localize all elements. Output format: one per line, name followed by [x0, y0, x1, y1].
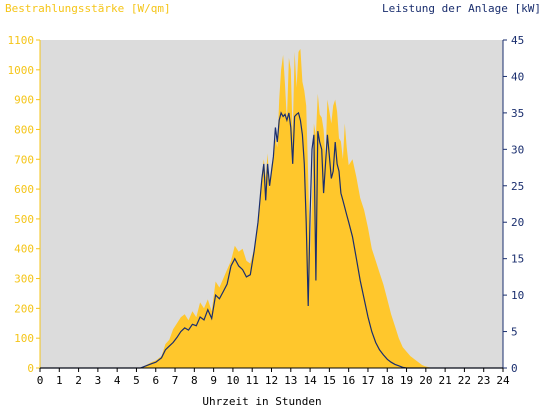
left-axis-title: Bestrahlungsstärke [W/qm]	[5, 2, 171, 15]
left-tick-label: 1000	[8, 64, 35, 77]
x-tick-label: 14	[303, 374, 317, 387]
right-tick-label: 40	[511, 70, 524, 83]
x-tick-label: 0	[37, 374, 44, 387]
x-tick-label: 2	[75, 374, 82, 387]
x-tick-label: 21	[439, 374, 452, 387]
x-tick-label: 17	[361, 374, 374, 387]
x-tick-label: 24	[496, 374, 510, 387]
right-tick-label: 0	[511, 362, 518, 375]
left-tick-label: 1100	[8, 34, 35, 47]
right-tick-label: 10	[511, 289, 524, 302]
left-tick-label: 400	[14, 243, 34, 256]
right-tick-label: 5	[511, 326, 518, 339]
left-tick-label: 100	[14, 332, 34, 345]
right-tick-label: 20	[511, 216, 524, 229]
x-tick-label: 7	[172, 374, 179, 387]
x-tick-label: 13	[284, 374, 297, 387]
right-tick-label: 15	[511, 253, 524, 266]
x-tick-label: 1	[56, 374, 63, 387]
power-line	[40, 111, 503, 369]
x-tick-label: 15	[323, 374, 336, 387]
x-tick-label: 18	[381, 374, 394, 387]
x-tick-label: 12	[265, 374, 278, 387]
x-tick-label: 4	[114, 374, 121, 387]
left-tick-label: 300	[14, 273, 34, 286]
left-tick-label: 600	[14, 183, 34, 196]
x-tick-label: 22	[458, 374, 471, 387]
left-tick-label: 0	[27, 362, 34, 375]
x-tick-label: 8	[191, 374, 198, 387]
x-tick-label: 23	[477, 374, 490, 387]
right-tick-label: 45	[511, 34, 524, 47]
x-tick-label: 3	[95, 374, 102, 387]
left-tick-label: 800	[14, 123, 34, 136]
x-axis-title: Uhrzeit in Stunden	[202, 395, 321, 408]
x-tick-label: 10	[226, 374, 239, 387]
right-tick-label: 25	[511, 180, 524, 193]
irradiance-area	[140, 48, 438, 369]
left-tick-label: 700	[14, 153, 34, 166]
left-tick-label: 500	[14, 213, 34, 226]
x-tick-label: 16	[342, 374, 355, 387]
x-tick-label: 6	[152, 374, 159, 387]
x-tick-label: 20	[419, 374, 432, 387]
left-tick-label: 900	[14, 94, 34, 107]
right-tick-label: 30	[511, 143, 524, 156]
x-tick-label: 19	[400, 374, 413, 387]
x-tick-label: 9	[210, 374, 217, 387]
x-tick-label: 5	[133, 374, 140, 387]
x-tick-label: 11	[246, 374, 259, 387]
right-tick-label: 35	[511, 107, 524, 120]
left-tick-label: 200	[14, 302, 34, 315]
right-axis-title: Leistung der Anlage [kW]	[382, 2, 541, 15]
